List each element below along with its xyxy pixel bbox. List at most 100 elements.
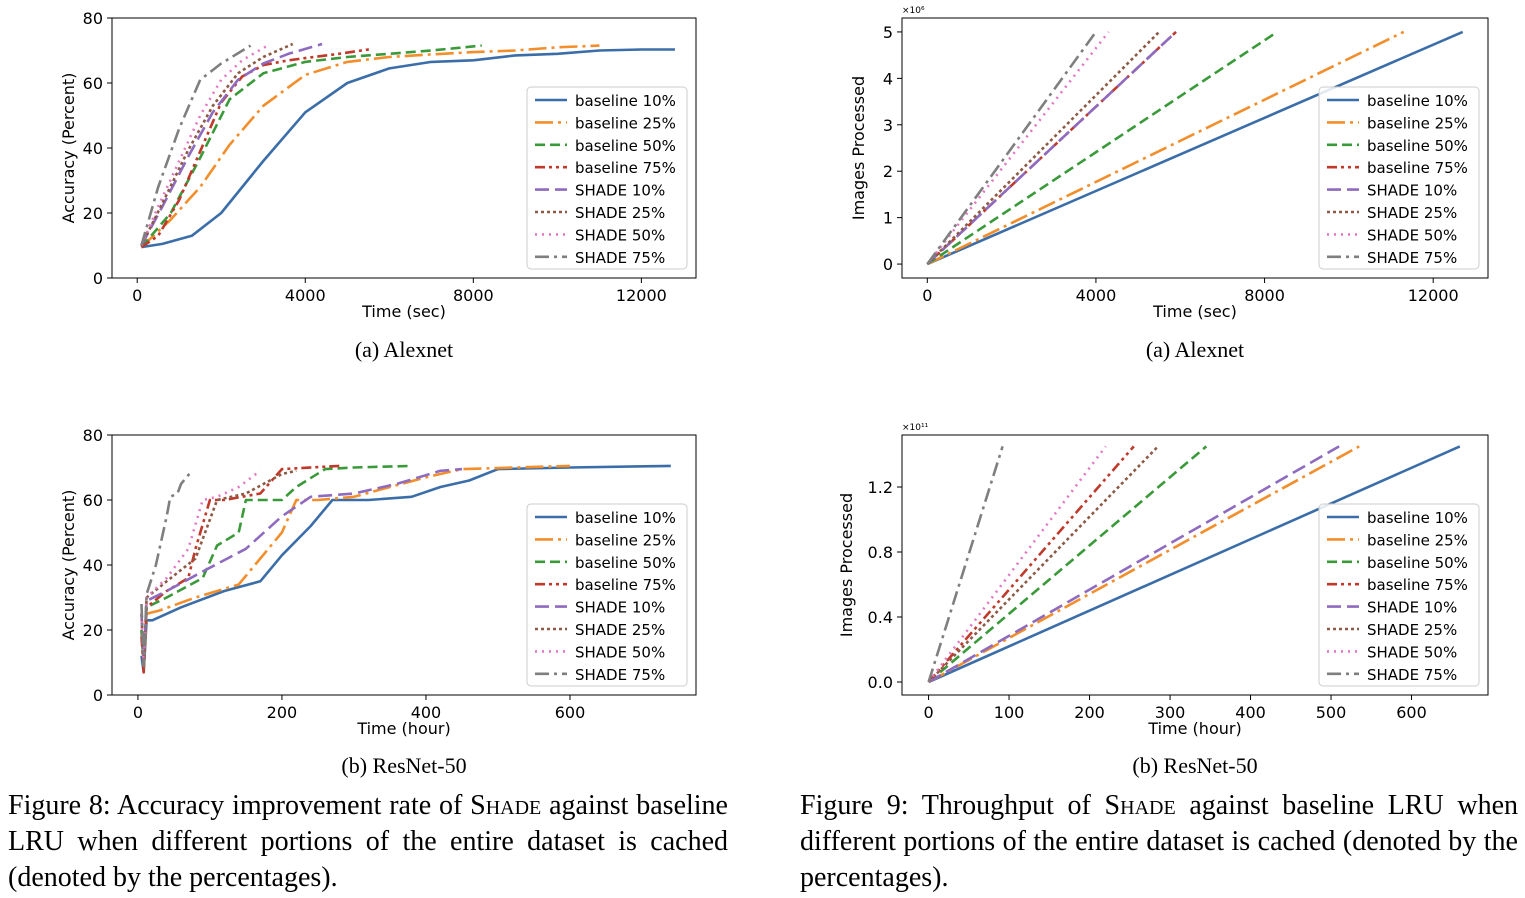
- series-line-shade-50-: [926, 31, 1110, 265]
- subcaption: (a) Alexnet: [1146, 337, 1244, 362]
- x-axis-label: Time (sec): [1152, 302, 1237, 321]
- series-line-baseline-50-: [140, 464, 412, 671]
- series-line-baseline-25-: [926, 30, 1405, 266]
- y-tick-label: 5: [883, 23, 893, 42]
- x-tick-label: 12000: [616, 286, 667, 305]
- series-line-shade-75-: [140, 469, 193, 668]
- y-tick-label: 20: [83, 621, 103, 640]
- y-tick-label: 60: [83, 74, 103, 93]
- legend-label: baseline 10%: [1367, 509, 1468, 527]
- y-tick-label: 80: [83, 426, 103, 445]
- x-axis-label: Time (sec): [361, 302, 446, 321]
- figure-8-caption-prefix: Figure 8: Accuracy improvement rate of: [8, 790, 471, 821]
- series-group: [926, 30, 1464, 266]
- x-tick-label: 0: [922, 286, 932, 305]
- figure-8-caption-suffix: against baseline LRU when different port…: [8, 790, 728, 893]
- legend-box: [1318, 503, 1480, 687]
- series-line-shade-50-: [140, 44, 269, 247]
- y-axis-label: Accuracy (Percent): [59, 490, 78, 641]
- series-line-baseline-75-: [927, 445, 1135, 683]
- figure-8-caption-shade: Shade: [470, 790, 542, 821]
- legend-label: SHADE 25%: [575, 621, 665, 639]
- x-tick-label: 4000: [1076, 286, 1117, 305]
- series-line-baseline-10-: [926, 30, 1464, 266]
- series-line-baseline-50-: [140, 44, 482, 248]
- legend-label: SHADE 25%: [1367, 204, 1457, 222]
- y-tick-label: 20: [83, 204, 103, 223]
- legend-label: SHADE 75%: [575, 249, 665, 267]
- legend-label: baseline 50%: [575, 554, 676, 572]
- x-tick-label: 8000: [453, 286, 494, 305]
- legend-box: [1318, 86, 1480, 270]
- x-tick-label: 300: [1155, 703, 1186, 722]
- x-tick-label: 8000: [1244, 286, 1285, 305]
- legend-label: baseline 75%: [1367, 159, 1468, 177]
- x-tick-label: 4000: [285, 286, 326, 305]
- series-line-baseline-25-: [927, 445, 1360, 684]
- subcaption: (a) Alexnet: [355, 337, 453, 362]
- y-tick-label: 3: [883, 116, 893, 135]
- y-axis-label: Images Processed: [849, 76, 868, 220]
- series-line-shade-25-: [926, 30, 1161, 266]
- x-tick-label: 200: [267, 703, 298, 722]
- x-axis-label: Time (hour): [1147, 719, 1241, 738]
- legend: baseline 10% baseline 25% baseline 50% base…: [1318, 503, 1480, 687]
- plot-frame: [901, 17, 1489, 279]
- legend: baseline 10% baseline 25% baseline 50% base…: [526, 503, 688, 687]
- series-line-shade-25-: [927, 445, 1159, 683]
- legend-label: baseline 10%: [1367, 92, 1468, 110]
- legend-label: baseline 25%: [575, 114, 676, 132]
- legend-label: baseline 25%: [1367, 114, 1468, 132]
- series-group: [140, 464, 671, 674]
- legend-box: [526, 86, 688, 270]
- y-axis-multiplier: ×10¹¹: [902, 423, 929, 433]
- legend-label: SHADE 10%: [1367, 599, 1457, 617]
- x-tick-label: 400: [1235, 703, 1266, 722]
- series-line-shade-75-: [926, 31, 1097, 265]
- y-tick-label: 0: [883, 255, 893, 274]
- y-tick-label: 60: [83, 491, 103, 510]
- x-tick-label: 0: [133, 703, 143, 722]
- series-line-baseline-25-: [140, 44, 600, 249]
- legend-label: baseline 50%: [1367, 137, 1468, 155]
- chart-panel-4: 0 100 200 300 400 500 600 0.0 0.4 0.8 1.2 ×10¹¹ Time…: [837, 423, 1489, 778]
- legend-label: SHADE 75%: [1367, 666, 1457, 684]
- legend-label: SHADE 50%: [1367, 226, 1457, 244]
- series-group: [927, 445, 1461, 684]
- chart-panel-3: 0 200 400 600 0 20 40 60 80 Time (hour) Accuracy (…: [59, 426, 697, 778]
- y-tick-label: 0: [93, 269, 103, 288]
- y-tick-label: 0.0: [868, 673, 893, 692]
- legend-label: SHADE 50%: [575, 643, 665, 661]
- legend-label: baseline 10%: [575, 509, 676, 527]
- y-tick-label: 40: [83, 556, 103, 575]
- legend-label: baseline 75%: [575, 576, 676, 594]
- y-axis-label: Images Processed: [837, 493, 856, 637]
- x-tick-label: 600: [1396, 703, 1427, 722]
- figure-9-caption: Figure 9: Throughput of Shade against ba…: [800, 788, 1518, 896]
- y-tick-label: 1.2: [868, 478, 893, 497]
- y-tick-label: 80: [83, 9, 103, 28]
- y-tick-label: 4: [883, 69, 893, 88]
- chart-panel-2: 0 4000 8000 12000 0 1 2 3 4 5 ×10⁶ Time (sec) Images…: [849, 6, 1489, 362]
- x-tick-label: 400: [411, 703, 442, 722]
- y-tick-label: 40: [83, 139, 103, 158]
- legend-label: SHADE 25%: [1367, 621, 1457, 639]
- legend-label: SHADE 75%: [575, 666, 665, 684]
- legend-label: SHADE 75%: [1367, 249, 1457, 267]
- x-axis-label: Time (hour): [356, 719, 450, 738]
- x-tick-label: 0: [132, 286, 142, 305]
- subcaption: (b) ResNet-50: [1132, 753, 1257, 778]
- legend-label: baseline 75%: [575, 159, 676, 177]
- y-tick-label: 0.8: [868, 543, 893, 562]
- series-line-baseline-10-: [928, 445, 1461, 684]
- series-line-baseline-50-: [927, 445, 1208, 683]
- legend-label: baseline 25%: [575, 531, 676, 549]
- figure-8-caption: Figure 8: Accuracy improvement rate of S…: [8, 788, 728, 896]
- series-line-shade-25-: [140, 42, 294, 247]
- x-tick-label: 500: [1316, 703, 1347, 722]
- subcaption: (b) ResNet-50: [341, 753, 466, 778]
- legend-label: baseline 10%: [575, 92, 676, 110]
- series-group: [140, 42, 675, 249]
- y-tick-label: 2: [883, 162, 893, 181]
- x-tick-label: 0: [923, 703, 933, 722]
